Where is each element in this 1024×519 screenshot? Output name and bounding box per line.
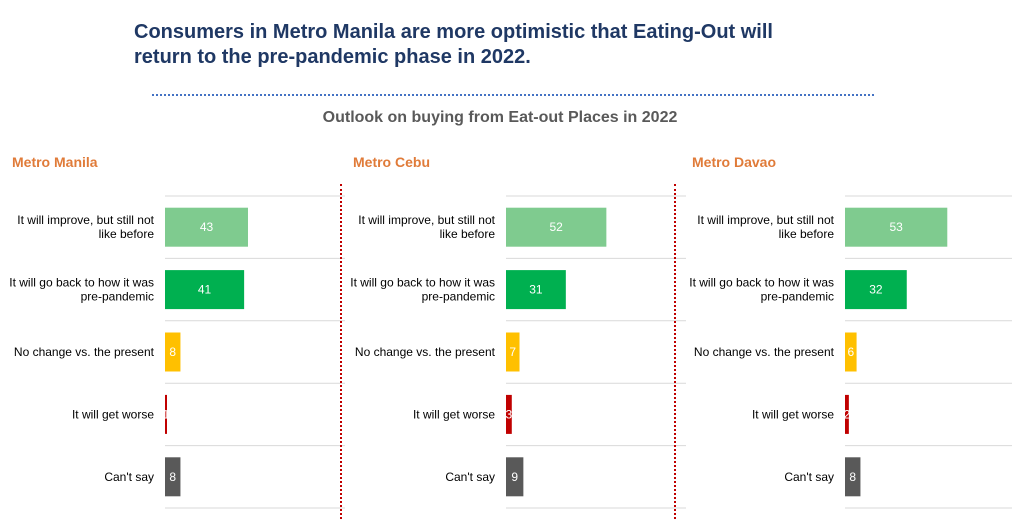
category-label: It will improve, but still not like befor… (697, 213, 834, 241)
value-label: 8 (169, 470, 176, 484)
bar (845, 332, 857, 372)
panel-title: Metro Manila (12, 154, 98, 170)
bar (845, 394, 849, 434)
category-label: It will go back to how it was pre-pandemi… (9, 276, 154, 304)
bar (506, 270, 566, 310)
category-label: Can't say (784, 470, 834, 484)
panel-title: Metro Cebu (353, 154, 430, 170)
bar (845, 207, 948, 247)
headline-line-1: Consumers in Metro Manila are more optim… (134, 21, 773, 43)
panel-chart: It will improve, but still not like befor… (350, 195, 686, 509)
value-label: 8 (169, 345, 176, 359)
value-label: 7 (509, 345, 516, 359)
value-label: 1 (163, 407, 170, 421)
bar (845, 457, 861, 497)
bar (506, 207, 607, 247)
category-label: Can't say (445, 470, 495, 484)
value-label: 8 (849, 470, 856, 484)
category-label: It will improve, but still not like befor… (17, 213, 154, 241)
category-label: Can't say (104, 470, 154, 484)
bar (506, 457, 524, 497)
category-label: No change vs. the present (14, 345, 155, 359)
panel-metro-davao: Metro Davao It will improve, but still n… (689, 150, 1024, 519)
page-headline: Consumers in Metro Manila are more optim… (134, 20, 894, 70)
bar (506, 332, 520, 372)
panel-divider (674, 184, 676, 519)
category-label: It will go back to how it was pre-pandemi… (689, 276, 834, 304)
bar (165, 457, 181, 497)
bar (165, 207, 248, 247)
panel-divider (340, 184, 342, 519)
value-label: 9 (511, 470, 518, 484)
bar (506, 394, 512, 434)
value-label: 53 (889, 220, 903, 234)
bar (165, 270, 245, 310)
headline-divider (152, 94, 874, 96)
category-label: It will get worse (72, 407, 154, 421)
panel-title: Metro Davao (692, 154, 777, 170)
category-label: It will improve, but still not like befor… (358, 213, 495, 241)
bar (845, 270, 907, 310)
value-label: 3 (506, 407, 513, 421)
chart-title: Outlook on buying from Eat-out Places in… (322, 109, 678, 126)
category-label: It will go back to how it was pre-pandemi… (350, 276, 495, 304)
panel-chart: It will improve, but still not like befor… (9, 195, 345, 509)
panel-metro-manila: Metro Manila It will improve, but still … (9, 150, 352, 519)
value-label: 52 (550, 220, 564, 234)
headline-line-2: return to the pre-pandemic phase in 2022… (134, 46, 531, 68)
value-label: 41 (198, 283, 212, 297)
value-label: 6 (847, 345, 854, 359)
bar (165, 332, 181, 372)
category-label: No change vs. the present (355, 345, 496, 359)
value-label: 43 (200, 220, 214, 234)
panel-chart: It will improve, but still not like befor… (689, 195, 1012, 509)
category-label: No change vs. the present (694, 345, 835, 359)
panel-metro-cebu: Metro Cebu It will improve, but still no… (350, 150, 693, 519)
value-label: 31 (529, 283, 543, 297)
value-label: 2 (844, 407, 851, 421)
category-label: It will get worse (752, 407, 834, 421)
value-label: 32 (869, 283, 883, 297)
bar (165, 394, 167, 434)
category-label: It will get worse (413, 407, 495, 421)
